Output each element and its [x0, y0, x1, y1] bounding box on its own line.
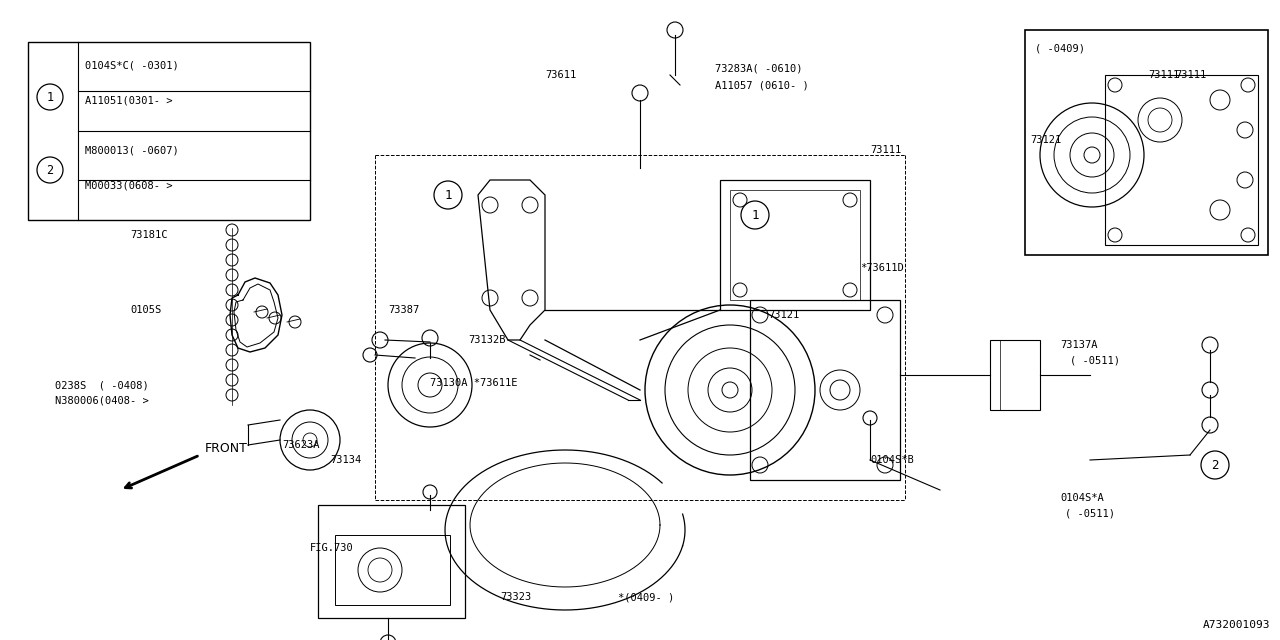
Text: A732001093: A732001093 [1202, 620, 1270, 630]
Bar [335, 535, 451, 605]
Bar [1105, 75, 1258, 245]
Text: 73111: 73111 [870, 145, 901, 155]
Text: ( -0511): ( -0511) [1070, 355, 1120, 365]
Text: A11057 (0610- ): A11057 (0610- ) [716, 80, 809, 90]
Text: 1: 1 [751, 209, 759, 221]
Text: 73130A *73611E: 73130A *73611E [430, 378, 517, 388]
Bar [317, 505, 465, 618]
Text: M800013( -0607): M800013( -0607) [84, 145, 179, 155]
Text: 73132B: 73132B [468, 335, 506, 345]
Text: M00033(0608- >: M00033(0608- > [84, 180, 173, 190]
Text: 73121: 73121 [768, 310, 799, 320]
Text: 73121: 73121 [1030, 135, 1061, 145]
Text: 73181C: 73181C [131, 230, 168, 240]
Text: 73623A: 73623A [282, 440, 320, 450]
Text: *(0409- ): *(0409- ) [618, 592, 675, 602]
Bar [721, 180, 870, 310]
Text: 0104S*A: 0104S*A [1060, 493, 1103, 503]
Text: 73134: 73134 [330, 455, 361, 465]
Text: N380006(0408- >: N380006(0408- > [55, 395, 148, 405]
Text: 73111: 73111 [1175, 70, 1206, 80]
Text: 1: 1 [444, 189, 452, 202]
Text: 2: 2 [1211, 458, 1219, 472]
Bar [1025, 30, 1268, 255]
Text: 73111: 73111 [1148, 70, 1179, 80]
Text: 2: 2 [46, 163, 54, 177]
Bar [750, 300, 900, 480]
Text: *73611D: *73611D [860, 263, 904, 273]
Text: 73137A: 73137A [1060, 340, 1097, 350]
Bar [28, 42, 310, 220]
Text: FIG.730: FIG.730 [310, 543, 353, 553]
Bar [730, 190, 860, 300]
Text: 73387: 73387 [388, 305, 420, 315]
Text: 0105S: 0105S [131, 305, 161, 315]
Text: 73283A( -0610): 73283A( -0610) [716, 63, 803, 73]
Text: 73323: 73323 [500, 592, 531, 602]
Text: 0104S*B: 0104S*B [870, 455, 914, 465]
Text: ( -0511): ( -0511) [1065, 508, 1115, 518]
Text: 1: 1 [46, 90, 54, 104]
Bar [989, 340, 1039, 410]
Text: FRONT: FRONT [205, 442, 248, 454]
Text: A11051(0301- >: A11051(0301- > [84, 95, 173, 105]
Text: 73611: 73611 [545, 70, 576, 80]
Text: ( -0409): ( -0409) [1036, 43, 1085, 53]
Text: 0104S*C( -0301): 0104S*C( -0301) [84, 60, 179, 70]
Text: 0238S  ( -0408): 0238S ( -0408) [55, 380, 148, 390]
